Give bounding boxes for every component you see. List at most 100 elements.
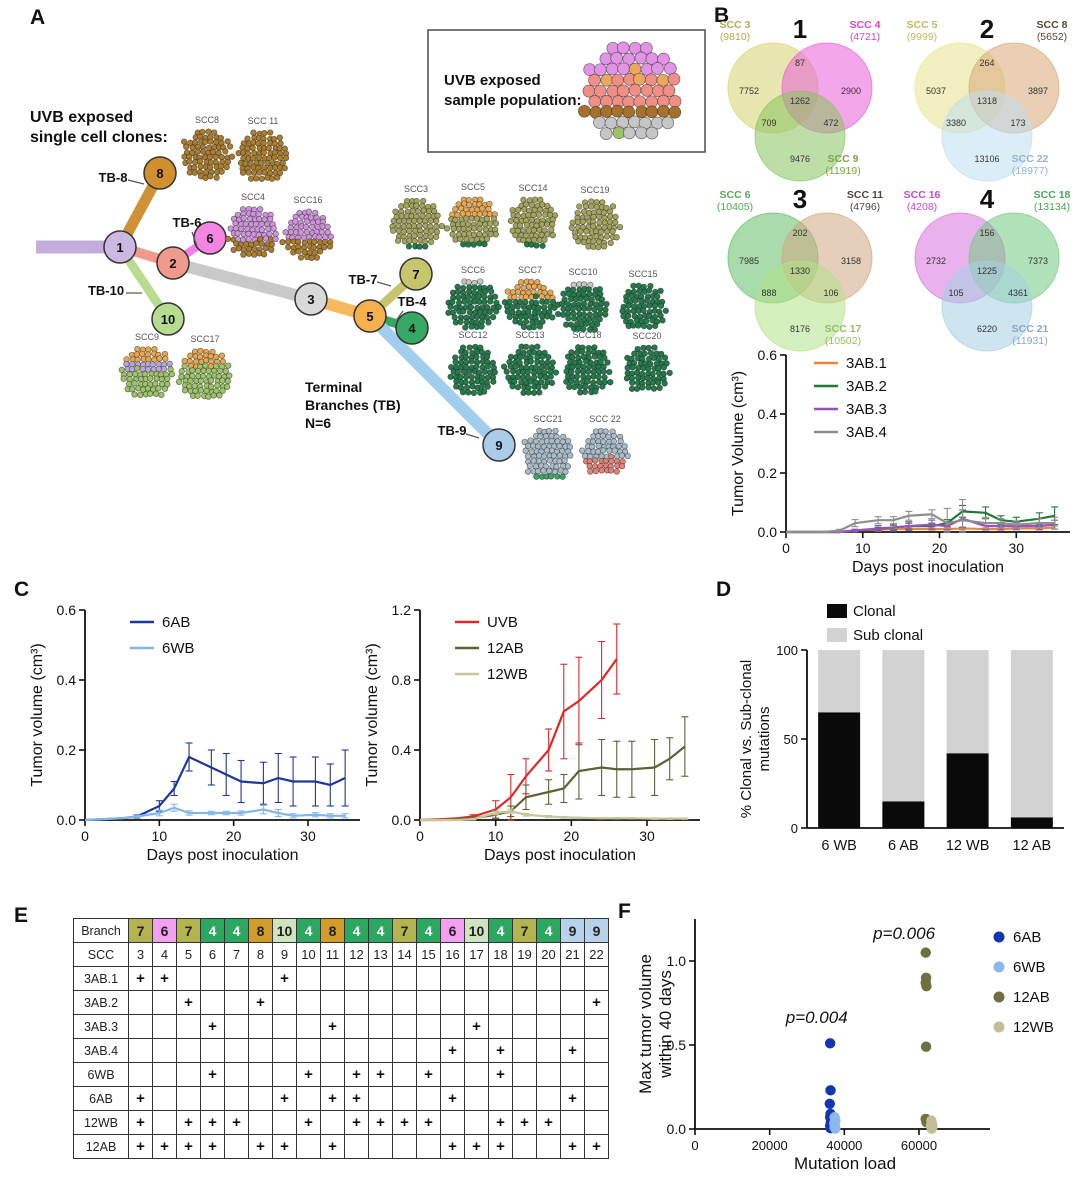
legend-label: Sub clonal	[853, 627, 923, 644]
cell-dot	[624, 452, 631, 460]
matrix-cell	[320, 1062, 345, 1087]
branch-cell: 9	[584, 918, 609, 943]
scc-cluster: SCC19	[568, 185, 624, 251]
cell-dot	[120, 375, 127, 382]
venn-count: 6220	[977, 324, 997, 334]
cell-dot	[297, 254, 305, 261]
venn-set-count: (4208)	[907, 201, 937, 213]
cell-dot	[657, 105, 670, 118]
matrix-cell	[512, 966, 537, 991]
matrix-cell	[176, 1062, 201, 1087]
cell-dot	[132, 371, 139, 378]
cell-dot	[608, 458, 615, 465]
cell-dot	[609, 228, 616, 235]
cell-dot	[250, 139, 257, 146]
cell-dot	[256, 169, 263, 176]
cell-dot	[260, 251, 268, 258]
cell-dot	[226, 143, 234, 150]
cell-dot	[533, 242, 540, 249]
matrix-cell	[368, 966, 393, 991]
cell-dot	[546, 467, 553, 475]
cell-dot	[535, 211, 543, 218]
cell-dot	[197, 387, 205, 394]
cell-dot	[261, 169, 268, 176]
scc-number-cell: 20	[536, 942, 561, 967]
venn-count: 173	[1010, 118, 1025, 128]
cell-dot	[583, 63, 597, 76]
tree-node	[294, 282, 328, 316]
x-tick-label: 40000	[826, 1138, 862, 1153]
cell-dot	[268, 246, 275, 253]
cell-dot	[324, 229, 331, 236]
cell-dot	[615, 443, 622, 450]
matrix-cell: +	[272, 966, 297, 991]
scc-cluster	[578, 41, 682, 140]
cell-dot	[657, 302, 665, 309]
matrix-cell	[464, 1062, 489, 1087]
matrix-cell	[392, 1038, 417, 1063]
matrix-cell	[440, 1110, 465, 1135]
cell-dot	[183, 143, 190, 150]
cell-dot	[206, 153, 214, 161]
matrix-cell	[464, 1110, 489, 1135]
cell-dot	[641, 350, 648, 357]
matrix-cell	[296, 1014, 321, 1039]
scc-number-cell: 3	[128, 942, 153, 967]
matrix-cell	[176, 1086, 201, 1111]
scc-cluster: SCC6	[445, 265, 502, 331]
cell-dot	[433, 228, 441, 235]
venn-group: 4 SCC 16(4208) SCC 18(13134) SCC 21(11931) 2…	[904, 184, 1071, 352]
cell-dot	[139, 365, 146, 373]
venn-count: 5037	[926, 86, 946, 96]
venn-count: 1318	[977, 96, 997, 106]
x-tick-label: 20	[932, 540, 948, 556]
y-tick-label: 0.2	[758, 465, 778, 481]
cell-dot	[599, 52, 613, 66]
cell-dot	[240, 215, 247, 222]
cell-dot	[534, 468, 542, 475]
bar-category-label: 12 AB	[1013, 838, 1052, 854]
bar-subclonal	[1010, 650, 1053, 818]
matrix-cell	[440, 990, 465, 1015]
cell-dot	[197, 377, 205, 385]
cell-dot	[447, 373, 454, 380]
legend-label: 12AB	[1013, 989, 1050, 1006]
cell-dot	[189, 144, 196, 151]
branch-cell: 4	[368, 918, 393, 943]
cell-dot	[244, 145, 251, 152]
cell-dot	[405, 243, 413, 250]
matrix-cell: +	[320, 1134, 345, 1159]
matrix-cell: +	[560, 1134, 585, 1159]
series-line	[786, 513, 1055, 534]
x-axis-label: Days post inoculation	[484, 847, 636, 864]
cell-dot	[282, 154, 290, 162]
branch-cell: 7	[128, 918, 153, 943]
scc-cluster-label: SCC14	[518, 183, 547, 193]
matrix-cell	[176, 966, 201, 991]
scc-cluster: SCC13	[500, 330, 560, 396]
cell-dot	[584, 368, 592, 375]
cell-dot	[535, 383, 542, 391]
matrix-cell	[488, 1086, 513, 1111]
matrix-cell	[344, 1014, 369, 1039]
venn-circle	[941, 260, 1033, 352]
cell-dot	[639, 384, 646, 391]
cell-dot	[610, 438, 617, 445]
legend-label: 3AB.1	[846, 355, 887, 372]
cell-dot	[552, 427, 559, 435]
cell-dot	[512, 363, 519, 370]
matrix-cell	[128, 1038, 153, 1063]
bar-category-label: 12 WB	[946, 838, 990, 854]
cell-dot	[536, 427, 543, 434]
cell-dot	[451, 314, 458, 321]
cell-dot	[662, 84, 676, 98]
matrix-cell	[152, 1086, 177, 1111]
cell-dot	[525, 211, 532, 219]
cell-dot	[463, 373, 470, 380]
cell-dot	[411, 217, 418, 224]
cell-dot	[580, 311, 588, 318]
scatter-point	[926, 1123, 937, 1134]
branch-cell: 10	[272, 918, 297, 943]
matrix-cell	[368, 1014, 393, 1039]
cell-dot	[253, 240, 260, 247]
